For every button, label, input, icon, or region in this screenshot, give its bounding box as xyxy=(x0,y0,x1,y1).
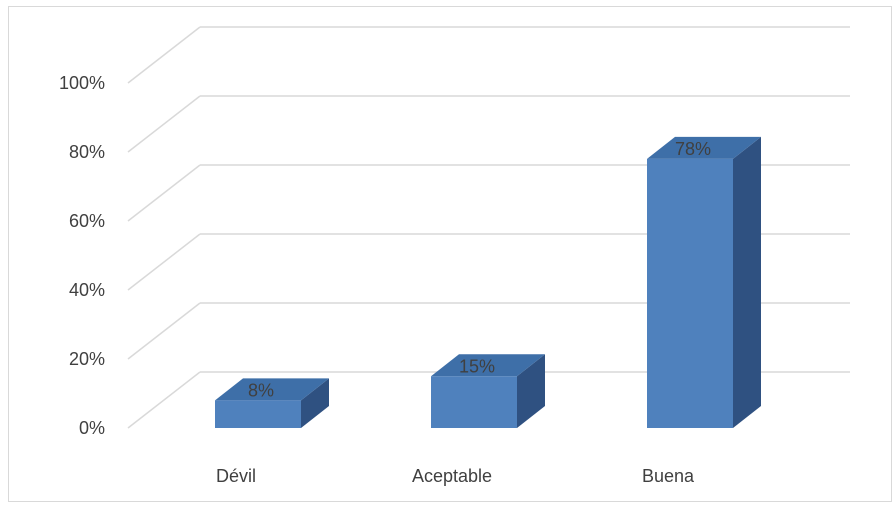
y-tick-label: 40% xyxy=(69,280,105,300)
bar-front xyxy=(215,400,301,428)
gridline-diagonal xyxy=(128,96,200,152)
y-tick-label: 80% xyxy=(69,142,105,162)
y-tick-label: 100% xyxy=(59,73,105,93)
gridline-diagonal xyxy=(128,303,200,359)
bars xyxy=(215,137,761,428)
bar-side xyxy=(733,137,761,428)
y-tick-label: 0% xyxy=(79,418,105,438)
y-tick-label: 20% xyxy=(69,349,105,369)
bar-front xyxy=(431,376,517,428)
gridline-diagonal xyxy=(128,372,200,428)
x-axis-labels: Dévil Aceptable Buena xyxy=(216,466,695,486)
y-axis-ticks: 0% 20% 40% 60% 80% 100% xyxy=(59,73,105,438)
gridline-diagonal xyxy=(128,165,200,221)
bar xyxy=(647,137,761,428)
x-tick-label: Dévil xyxy=(216,466,256,486)
bar-front xyxy=(647,159,733,428)
data-label: 15% xyxy=(459,356,495,376)
y-tick-label: 60% xyxy=(69,211,105,231)
gridline-diagonal xyxy=(128,27,200,83)
data-label: 78% xyxy=(675,139,711,159)
x-tick-label: Buena xyxy=(642,466,695,486)
x-tick-label: Aceptable xyxy=(412,466,492,486)
data-labels: 8% 15% 78% xyxy=(248,139,711,401)
data-label: 8% xyxy=(248,380,274,400)
gridline-diagonal xyxy=(128,234,200,290)
